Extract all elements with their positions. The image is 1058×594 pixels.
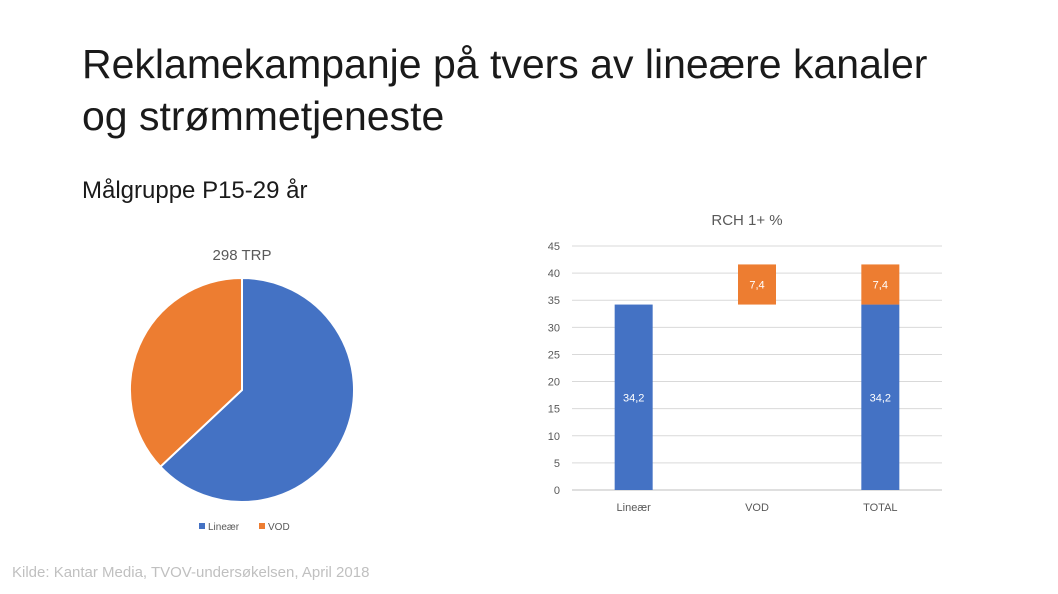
bar-chart-title: RCH 1+ %: [711, 212, 782, 229]
y-tick-label: 0: [554, 485, 560, 497]
pie-slice-lineaer: [158, 276, 355, 503]
y-tick-label: 20: [548, 377, 560, 389]
bar-x-axis: Lineær VOD TOTAL: [617, 502, 898, 514]
x-tick-label-lineaer: Lineær: [617, 502, 652, 514]
legend-swatch-vod: [259, 523, 265, 529]
data-label-vod-series-1: 7,4: [749, 279, 764, 291]
y-tick-label: 5: [554, 458, 560, 470]
x-tick-label-vod: VOD: [745, 502, 769, 514]
bar-series: 34,2 7,4 34,2 7,4: [614, 264, 900, 490]
bar-total-series-0: [861, 304, 900, 490]
bar-chart: RCH 1+ % 0 5 10 15 20 25 30 35 40 45 34,2 7,4 34,2 7…: [548, 212, 942, 514]
y-tick-label: 15: [548, 404, 560, 416]
bar-total-series-1: [861, 264, 900, 305]
y-tick-label: 45: [548, 241, 560, 253]
legend-label-vod: VOD: [268, 522, 290, 533]
pie-slices: [129, 276, 355, 503]
data-label-lineaer-series-0: 34,2: [623, 392, 644, 404]
x-tick-label-total: TOTAL: [863, 502, 897, 514]
bar-lineaer-series-0: [614, 304, 653, 490]
title-line-2: og strømmetjeneste: [82, 93, 445, 139]
slide-title: Reklamekampanje på tvers av lineære kana…: [82, 38, 1022, 142]
bar-vod-series-1: [738, 264, 776, 305]
title-line-1: Reklamekampanje på tvers av lineære kana…: [82, 41, 928, 87]
target-group-subtitle: Målgruppe P15-29 år: [82, 177, 308, 204]
data-label-total-series-0: 34,2: [870, 392, 891, 404]
legend-label-lineaer: Lineær: [208, 522, 240, 533]
pie-chart: 298 TRP Lineær VOD: [129, 247, 355, 533]
y-tick-label: 30: [548, 322, 560, 334]
y-tick-label: 35: [548, 295, 560, 307]
y-tick-label: 25: [548, 349, 560, 361]
source-note: Kilde: Kantar Media, TVOV-undersøkelsen,…: [12, 564, 370, 581]
pie-legend: Lineær VOD: [199, 522, 290, 533]
data-label-total-series-1: 7,4: [873, 279, 888, 291]
y-tick-label: 40: [548, 268, 560, 280]
y-tick-label: 10: [548, 431, 560, 443]
legend-swatch-lineaer: [199, 523, 205, 529]
bar-y-axis: 0 5 10 15 20 25 30 35 40 45: [548, 241, 560, 497]
pie-title: 298 TRP: [213, 247, 272, 264]
pie-slice-vod: [129, 276, 243, 469]
